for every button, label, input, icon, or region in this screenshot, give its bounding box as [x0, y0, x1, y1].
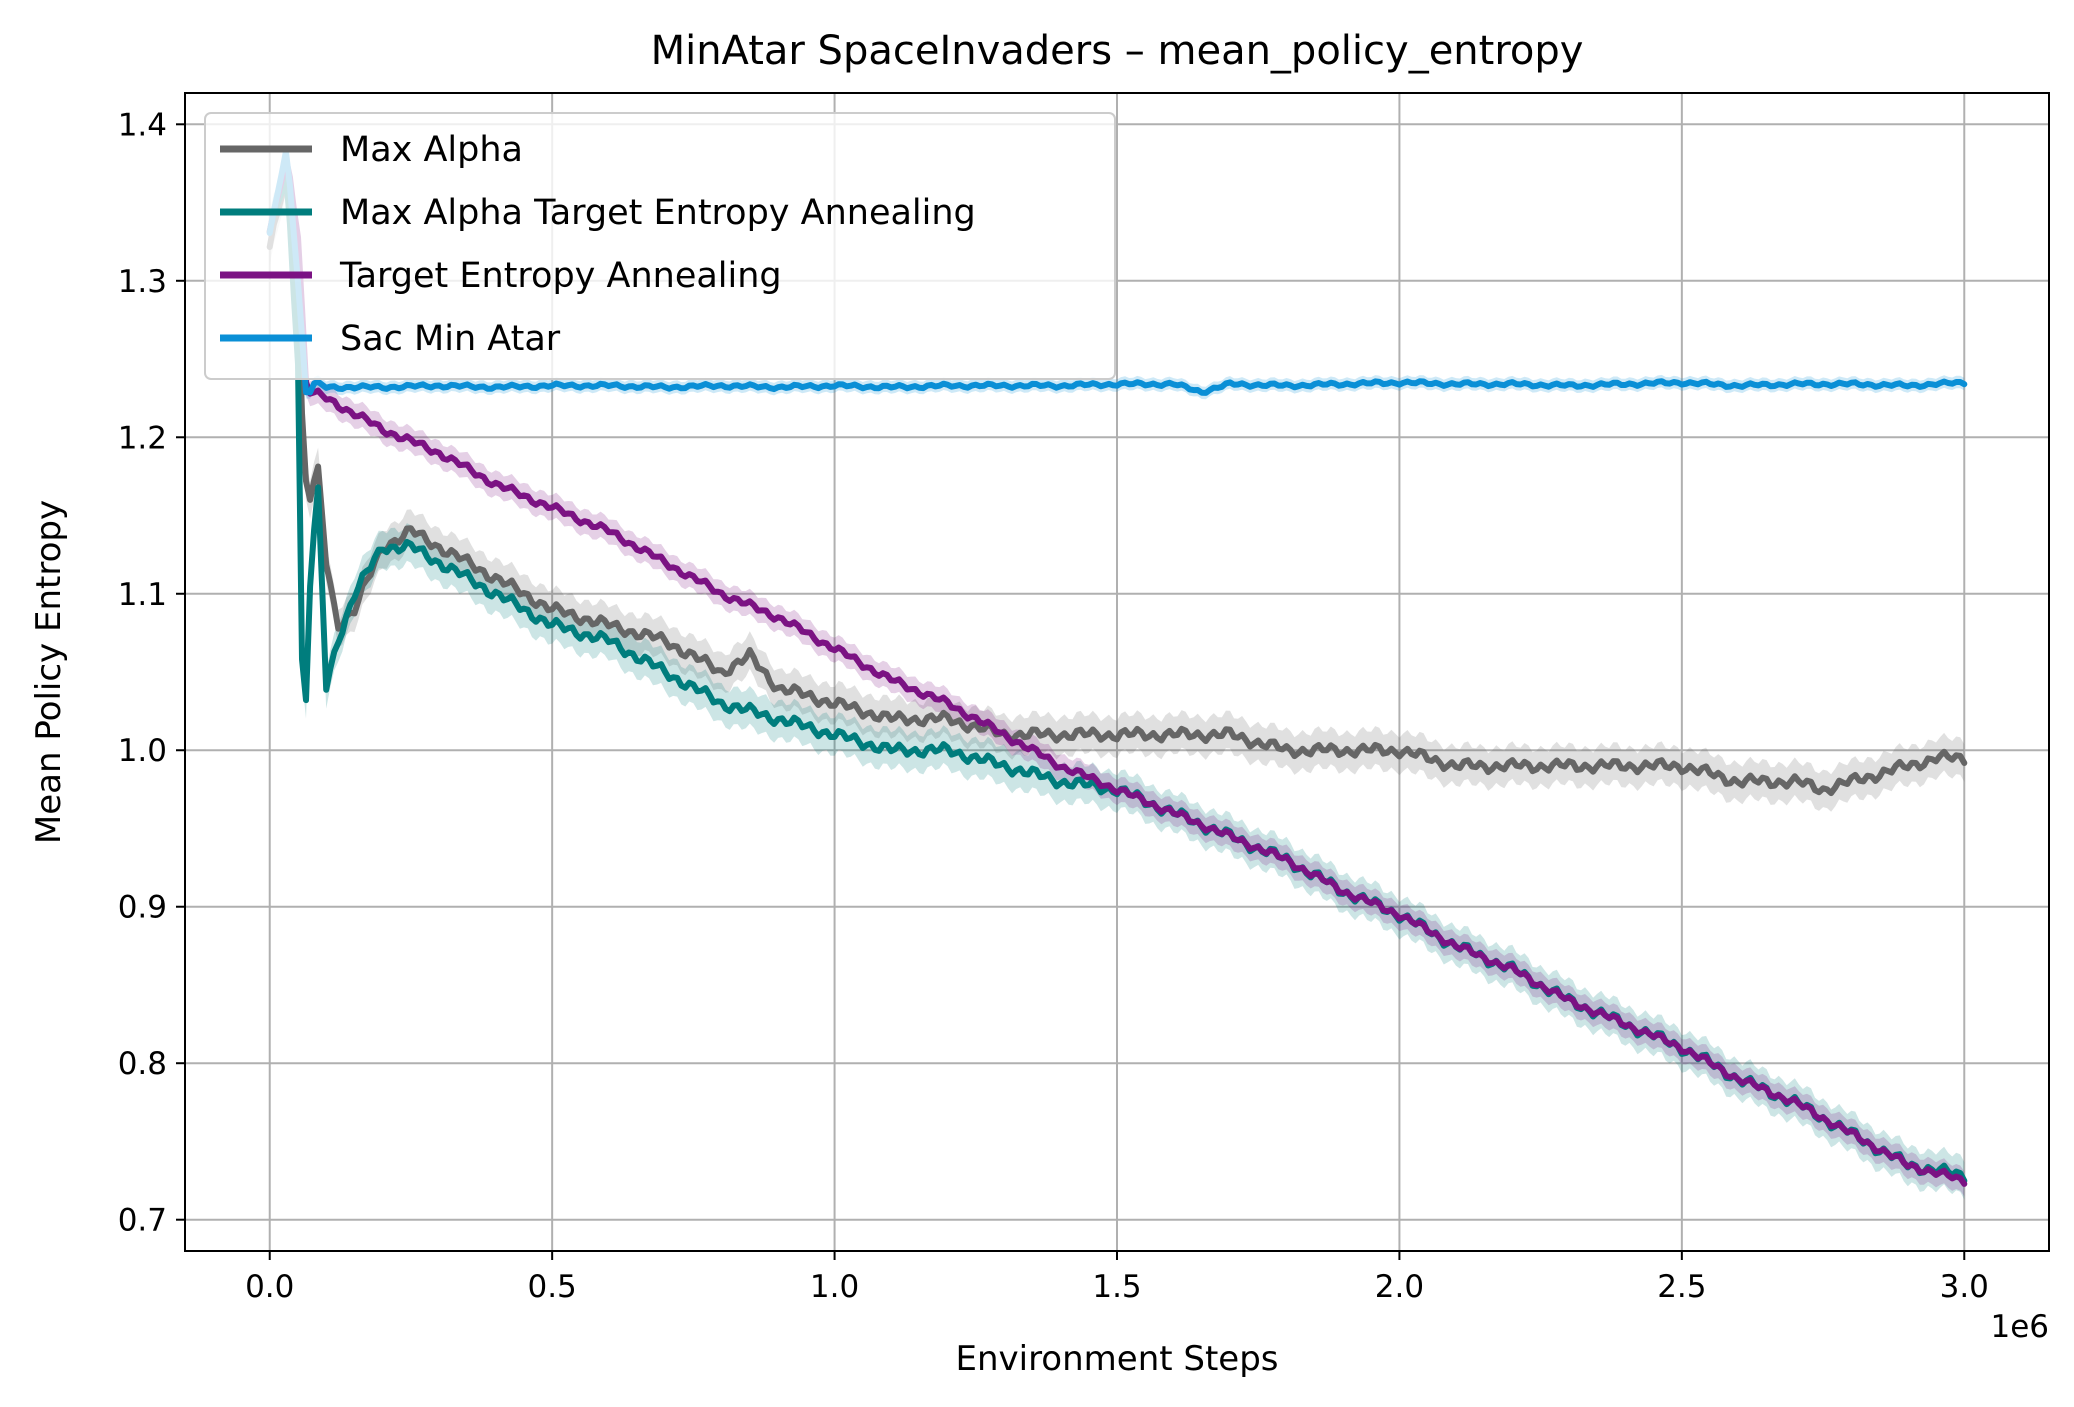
x-tick-label: 1.0 [810, 1269, 859, 1305]
y-tick-label: 1.0 [118, 733, 167, 769]
legend-label: Target Entropy Annealing [339, 256, 782, 296]
chart-title: MinAtar SpaceInvaders – mean_policy_entr… [651, 28, 1584, 74]
series-band-2 [269, 146, 1965, 1197]
series-line-0 [266, 170, 1968, 797]
x-tick-label: 2.5 [1657, 1269, 1706, 1305]
y-tick-label: 0.8 [118, 1046, 167, 1082]
x-axis-ticks: 0.0 0.5 1.0 1.5 2.0 2.5 3.0 [245, 1251, 1989, 1305]
legend-label: Max Alpha Target Entropy Annealing [340, 193, 976, 233]
y-tick-label: 1.3 [118, 264, 167, 300]
x-tick-label: 0.5 [527, 1269, 576, 1305]
series-lines [266, 148, 1968, 1187]
x-axis-offset-label: 1e6 [1990, 1309, 2049, 1345]
series-line-2 [266, 155, 1968, 1187]
series-line-3 [266, 148, 1968, 396]
legend-label: Sac Min Atar [340, 319, 561, 359]
y-tick-label: 1.1 [118, 577, 167, 613]
legend-label: Max Alpha [340, 130, 523, 170]
y-tick-label: 1.2 [118, 420, 167, 456]
legend-box [204, 112, 1116, 380]
x-tick-label: 2.0 [1375, 1269, 1424, 1305]
y-tick-label: 0.7 [118, 1203, 167, 1239]
x-tick-label: 3.0 [1940, 1269, 1989, 1305]
series-band-0 [269, 155, 1965, 812]
y-tick-label: 1.4 [118, 107, 167, 143]
y-tick-label: 0.9 [118, 890, 167, 926]
y-axis-ticks: 0.7 0.8 0.9 1.0 1.1 1.2 1.3 1.4 [118, 107, 185, 1239]
y-axis-label: Mean Policy Entropy [29, 500, 69, 844]
legend: Max Alpha Max Alpha Target Entropy Anneal… [204, 112, 1116, 380]
x-tick-label: 1.5 [1092, 1269, 1141, 1305]
x-axis-label: Environment Steps [955, 1339, 1278, 1379]
x-tick-label: 0.0 [245, 1269, 294, 1305]
